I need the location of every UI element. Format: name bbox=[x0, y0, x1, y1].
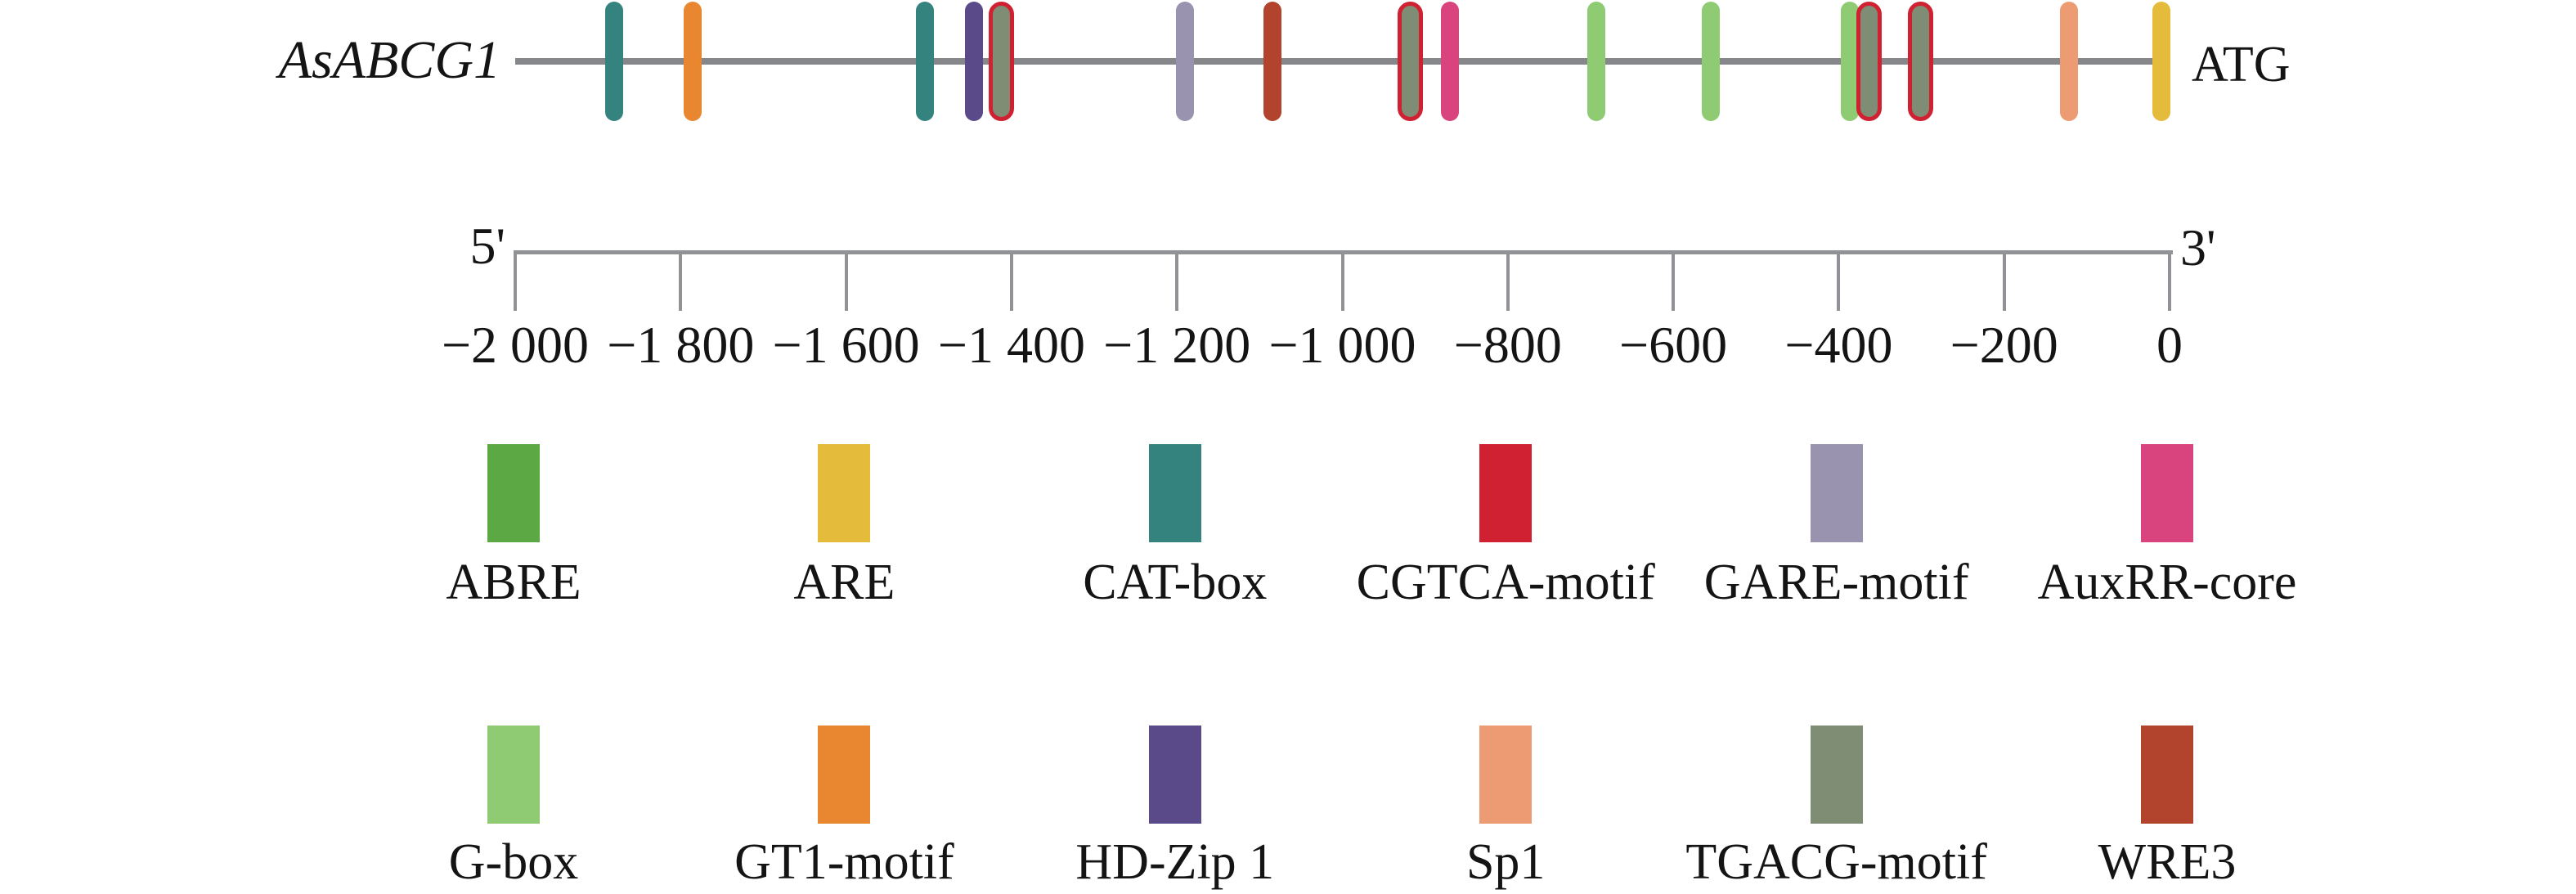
five-prime-label: 5' bbox=[469, 217, 505, 275]
legend-swatch-gt1-motif bbox=[818, 726, 871, 824]
cis-element-hd-zip-1 bbox=[965, 2, 984, 121]
legend-label-cgtca-motif: CGTCA-motif bbox=[1356, 555, 1655, 610]
cis-element-sp1 bbox=[2059, 2, 2078, 121]
legend-swatch-gare-motif bbox=[1810, 444, 1863, 542]
ruler-tick-label: −1 000 bbox=[1268, 316, 1416, 374]
ruler-axis-line bbox=[515, 250, 2173, 254]
cis-element-g-box bbox=[1701, 2, 1720, 121]
cis-element-cgtca-motif+tgacg-motif bbox=[1856, 2, 1883, 121]
atg-label: ATG bbox=[2192, 37, 2291, 92]
legend-label-g-box: G-box bbox=[448, 834, 579, 890]
legend-swatch-abre bbox=[487, 444, 540, 542]
legend-label-abre: ABRE bbox=[446, 555, 581, 610]
legend-swatch-wre3 bbox=[2141, 726, 2193, 824]
cis-element-cgtca-motif+tgacg-motif bbox=[1908, 2, 1934, 121]
legend-label-gt1-motif: GT1-motif bbox=[734, 834, 954, 890]
cis-element-cgtca-motif+tgacg-motif bbox=[989, 2, 1015, 121]
ruler-tick bbox=[679, 250, 683, 311]
ruler-tick bbox=[1506, 250, 1510, 311]
ruler-tick-label: −1 800 bbox=[607, 316, 755, 374]
ruler-tick bbox=[844, 250, 848, 311]
legend-swatch-hd-zip-1 bbox=[1148, 726, 1201, 824]
ruler-tick bbox=[2168, 250, 2171, 311]
ruler-tick-label: −600 bbox=[1619, 316, 1728, 374]
legend-label-gare-motif: GARE-motif bbox=[1703, 555, 1969, 610]
cis-element-cat-box bbox=[915, 2, 934, 121]
legend-label-wre3: WRE3 bbox=[2098, 834, 2237, 890]
legend-swatch-g-box bbox=[487, 726, 540, 824]
ruler-tick bbox=[1009, 250, 1013, 311]
cis-element-are bbox=[2152, 2, 2170, 121]
legend-swatch-are bbox=[818, 444, 871, 542]
ruler-tick-label: −200 bbox=[1950, 316, 2058, 374]
promoter-line bbox=[515, 58, 2170, 65]
cis-element-g-box bbox=[1587, 2, 1606, 121]
gene-name-label: AsABCG1 bbox=[278, 30, 500, 90]
ruler-tick-label: 0 bbox=[2156, 316, 2183, 374]
legend-label-sp1: Sp1 bbox=[1465, 834, 1546, 890]
ruler-tick-label: −2 000 bbox=[441, 316, 590, 374]
ruler-tick bbox=[2002, 250, 2006, 311]
legend-label-tgacg-motif: TGACG-motif bbox=[1685, 834, 1987, 890]
ruler-tick-label: −800 bbox=[1453, 316, 1562, 374]
ruler-tick-label: −1 400 bbox=[937, 316, 1085, 374]
legend-swatch-cat-box bbox=[1148, 444, 1201, 542]
three-prime-label: 3' bbox=[2180, 218, 2216, 276]
legend-swatch-cgtca-motif bbox=[1479, 444, 1533, 542]
ruler-tick-label: −400 bbox=[1784, 316, 1893, 374]
cis-element-gt1-motif bbox=[684, 2, 702, 121]
legend-label-auxrr-core: AuxRR-core bbox=[2037, 555, 2297, 610]
legend-swatch-auxrr-core bbox=[2141, 444, 2193, 542]
legend-swatch-sp1 bbox=[1479, 726, 1533, 824]
legend-label-hd-zip-1: HD-Zip 1 bbox=[1075, 834, 1275, 890]
cis-element-cgtca-motif+tgacg-motif bbox=[1397, 2, 1423, 121]
ruler-tick bbox=[1672, 250, 1676, 311]
cis-element-wre3 bbox=[1263, 2, 1281, 121]
cis-element-gare-motif bbox=[1176, 2, 1195, 121]
legend-swatch-tgacg-motif bbox=[1810, 726, 1863, 824]
cis-element-g-box bbox=[1840, 2, 1859, 121]
ruler-tick-label: −1 200 bbox=[1103, 316, 1251, 374]
ruler-tick bbox=[1175, 250, 1179, 311]
ruler-tick bbox=[1837, 250, 1841, 311]
legend-label-are: ARE bbox=[793, 555, 895, 610]
ruler-tick-label: −1 600 bbox=[772, 316, 920, 374]
legend-label-cat-box: CAT-box bbox=[1083, 555, 1268, 610]
cis-element-cat-box bbox=[605, 2, 624, 121]
ruler-tick bbox=[1340, 250, 1344, 311]
ruler-tick bbox=[514, 250, 517, 311]
cis-element-auxrr-core bbox=[1440, 2, 1459, 121]
